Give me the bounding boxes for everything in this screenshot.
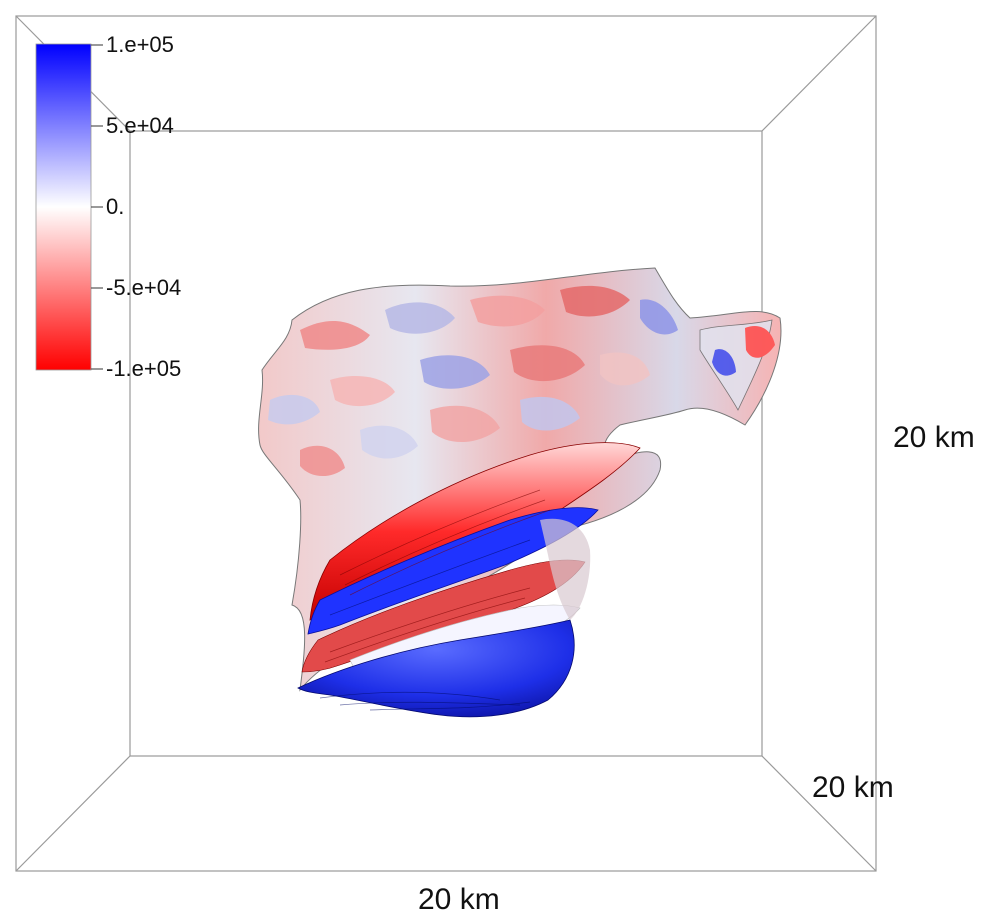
colorbar-tick-upper: 5.e+04 — [106, 113, 174, 138]
colorbar-tick-min: -1.e+05 — [106, 356, 182, 381]
contour-lines — [324, 489, 551, 663]
isosurface-object — [258, 267, 782, 718]
middle-stripe — [301, 559, 586, 673]
axis-label-z: 20 km — [812, 771, 894, 804]
blue-band-upper — [307, 507, 599, 635]
shaded-right — [540, 518, 591, 620]
blue-bulb — [297, 619, 575, 718]
colorbar-gradient — [35, 43, 92, 371]
colorbar-tick-max: 1.e+05 — [106, 32, 174, 57]
bounding-box — [15, 15, 877, 872]
colorbar-tick-lower: -5.e+04 — [106, 275, 182, 300]
axis-label-x: 20 km — [418, 883, 500, 916]
contour-lines-blue — [319, 539, 531, 711]
colorbar-ticks — [91, 44, 103, 370]
colorbar-tick-zero: 0. — [106, 194, 125, 219]
axis-label-y: 20 km — [893, 421, 975, 454]
top-texture — [268, 285, 775, 477]
